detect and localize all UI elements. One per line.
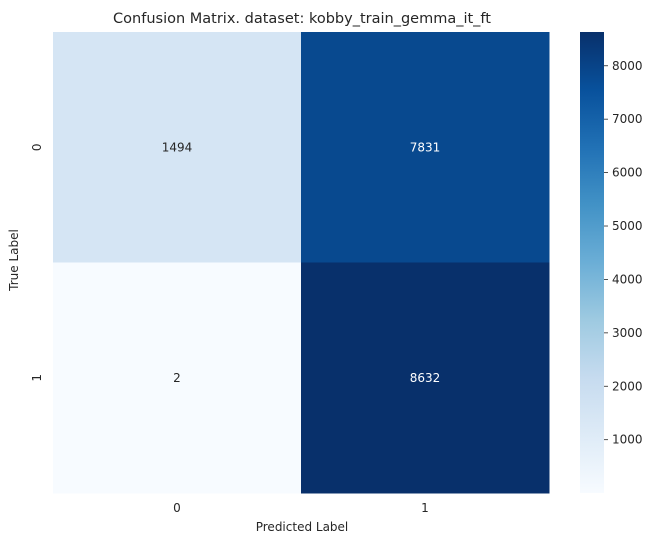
y-tick-label: 0 [30,143,44,151]
heatmap-cell [53,262,302,494]
y-axis-label: True Label [7,229,21,292]
colorbar-tick-label: 8000 [612,59,643,73]
colorbar-tick-label: 6000 [612,166,643,180]
colorbar-tick-label: 4000 [612,272,643,286]
x-tick-label: 0 [173,501,181,515]
colorbar [580,32,604,493]
cell-value-label: 2 [173,371,181,385]
heatmap-cell [53,32,302,263]
colorbar-tick-label: 5000 [612,219,643,233]
heatmap-cell [301,262,550,494]
cell-value-label: 7831 [410,140,441,154]
cell-value-label: 8632 [410,371,441,385]
colorbar-ticks: 1000 2000 3000 4000 5000 6000 7000 8000 [604,59,643,447]
colorbar-tick-label: 7000 [612,112,643,126]
colorbar-tick-label: 1000 [612,433,643,447]
colorbar-tick-label: 2000 [612,379,643,393]
y-tick-label: 1 [30,374,44,382]
cell-value-label: 1494 [162,140,193,154]
chart-title: Confusion Matrix. dataset: kobby_train_g… [113,11,491,27]
x-tick-label: 1 [421,501,429,515]
x-axis-label: Predicted Label [256,520,349,534]
heatmap-cells [53,32,550,494]
y-axis-ticks: 01 [30,143,44,381]
heatmap-cell [301,32,550,263]
heatmap-cell-labels: 1494 7831 2 8632 [162,140,441,385]
colorbar-tick-label: 3000 [612,326,643,340]
